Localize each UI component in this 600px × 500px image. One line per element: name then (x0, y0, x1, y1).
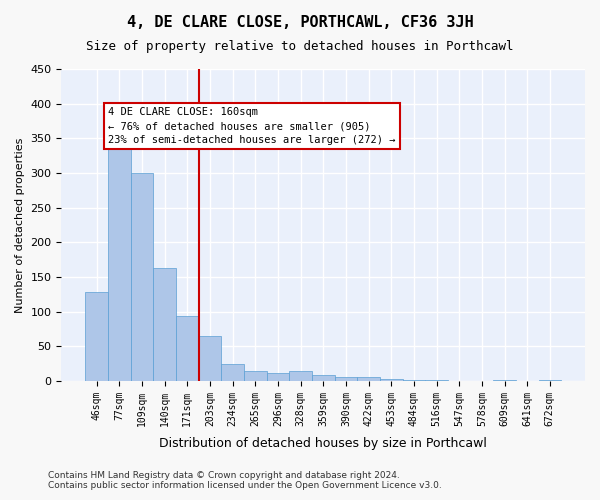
Bar (539, 380, 561, 381)
Bar (312, 376, 335, 381)
Bar (176, 316, 199, 381)
Bar (425, 380, 448, 381)
Y-axis label: Number of detached properties: Number of detached properties (15, 138, 25, 312)
Text: 4, DE CLARE CLOSE, PORTHCAWL, CF36 3JH: 4, DE CLARE CLOSE, PORTHCAWL, CF36 3JH (127, 15, 473, 30)
Bar (108, 128, 131, 381)
Bar (380, 379, 403, 381)
Bar (335, 378, 357, 381)
Bar (403, 380, 425, 381)
X-axis label: Distribution of detached houses by size in Porthcawl: Distribution of detached houses by size … (159, 437, 487, 450)
Bar (131, 173, 153, 381)
Bar (266, 372, 289, 381)
Bar (244, 370, 266, 381)
Bar (493, 380, 516, 381)
Bar (357, 378, 380, 381)
Text: Size of property relative to detached houses in Porthcawl: Size of property relative to detached ho… (86, 40, 514, 53)
Bar (199, 336, 221, 381)
Bar (153, 268, 176, 381)
Bar (221, 364, 244, 381)
Bar (85, 292, 108, 381)
Text: Contains HM Land Registry data © Crown copyright and database right 2024.
Contai: Contains HM Land Registry data © Crown c… (48, 470, 442, 490)
Bar (289, 370, 312, 381)
Text: 4 DE CLARE CLOSE: 160sqm
← 76% of detached houses are smaller (905)
23% of semi-: 4 DE CLARE CLOSE: 160sqm ← 76% of detach… (108, 107, 395, 145)
